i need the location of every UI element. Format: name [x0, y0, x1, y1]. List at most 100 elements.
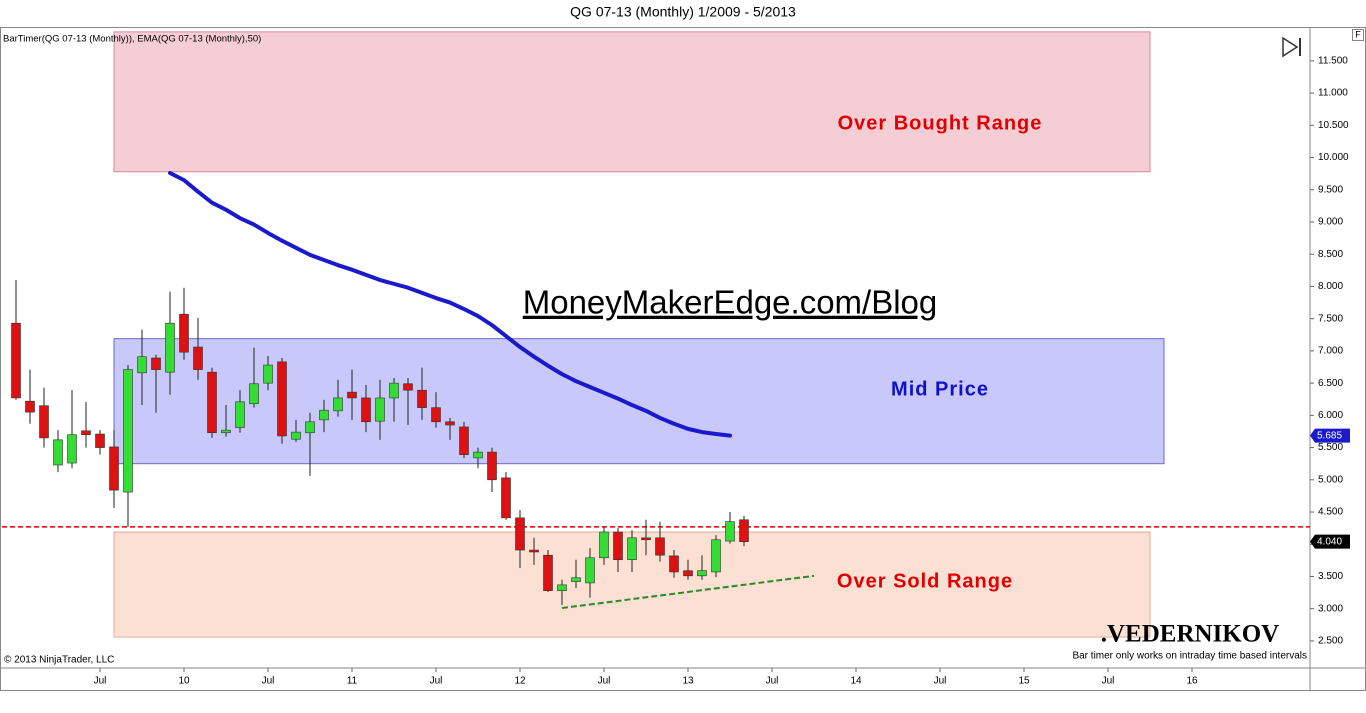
candle-body: [375, 397, 385, 422]
candle-body: [361, 397, 371, 423]
candle-body: [739, 519, 749, 542]
x-tick-label: Jul: [262, 676, 275, 687]
chart-title: QG 07-13 (Monthly) 1/2009 - 5/2013: [570, 4, 796, 20]
candle-body: [207, 371, 217, 434]
candle-body: [725, 521, 735, 542]
plot-layer: 2.5003.0003.5004.0004.5005.0005.5006.000…: [2, 31, 1349, 687]
y-tick-label: 2.500: [1318, 636, 1343, 647]
y-tick-label: 7.500: [1318, 313, 1343, 324]
y-tick-label: 3.000: [1318, 603, 1343, 614]
x-tick-label: Jul: [934, 676, 947, 687]
y-tick-label: 9.000: [1318, 217, 1343, 228]
candle-body: [431, 407, 441, 423]
candle-body: [599, 531, 609, 559]
candle-body: [137, 356, 147, 374]
candle-body: [487, 451, 497, 481]
zone-label: Over Bought Range: [838, 112, 1043, 134]
candle-body: [683, 570, 693, 577]
candle-body: [585, 557, 595, 584]
candle-body: [123, 369, 133, 493]
y-tick-label: 7.000: [1318, 346, 1343, 357]
candle-body: [669, 555, 679, 573]
x-tick-label: 15: [1018, 676, 1030, 687]
y-tick-label: 10.000: [1318, 152, 1349, 163]
x-tick-label: Jul: [598, 676, 611, 687]
indicator-label: BarTimer(QG 07-13 (Monthly)), EMA(QG 07-…: [3, 34, 261, 45]
candle-body: [305, 421, 315, 434]
candle-body: [95, 433, 105, 448]
candle-body: [389, 382, 399, 399]
play-icon[interactable]: [1282, 36, 1299, 58]
candle-body: [347, 391, 357, 399]
candle-body: [613, 531, 623, 561]
candle-body: [711, 539, 721, 573]
candle-body: [529, 549, 539, 553]
candle-body: [333, 397, 343, 412]
candle-body: [109, 446, 119, 491]
candle-body: [459, 426, 469, 455]
price-marker-label: 5.685: [1317, 430, 1342, 441]
candle-body: [81, 430, 91, 435]
corner-label[interactable]: F: [1355, 29, 1361, 39]
y-tick-label: 9.500: [1318, 184, 1343, 195]
trend-line: [561, 574, 815, 610]
ema-line: [168, 171, 732, 438]
candle-body: [655, 537, 665, 556]
x-tick-label: 12: [514, 676, 526, 687]
candle-body: [165, 322, 175, 373]
x-tick-label: 13: [682, 676, 694, 687]
candle-body: [249, 383, 259, 405]
x-tick-label: Jul: [430, 676, 443, 687]
candle-body: [501, 477, 511, 519]
scroll-end-icon[interactable]: [1282, 36, 1301, 58]
x-tick-label: Jul: [1102, 676, 1115, 687]
corner-box[interactable]: [1352, 29, 1364, 41]
candle-body: [319, 409, 329, 421]
candle-body: [403, 383, 413, 391]
signature: .VEDERNIKOV: [1101, 621, 1280, 648]
candle-body: [221, 429, 231, 434]
copyright: © 2013 NinjaTrader, LLC: [4, 655, 114, 666]
candle-body: [557, 584, 567, 591]
candle-body: [291, 431, 301, 440]
candle-body: [151, 357, 161, 370]
candle-body: [515, 517, 525, 551]
candle-body: [277, 361, 287, 437]
price-marker-label: 4.040: [1317, 536, 1342, 547]
candle-body: [53, 439, 63, 466]
candle-body: [67, 434, 77, 464]
candle-body: [627, 537, 637, 561]
candle-body: [641, 537, 651, 541]
candle-body: [473, 451, 483, 459]
y-tick-label: 4.500: [1318, 507, 1343, 518]
y-tick-label: 8.000: [1318, 281, 1343, 292]
candle-body: [11, 322, 21, 399]
x-tick-label: 14: [850, 676, 862, 687]
x-tick-label: Jul: [94, 676, 107, 687]
watermark: MoneyMakerEdge.com/Blog: [523, 284, 938, 321]
candle-body: [571, 577, 581, 582]
y-tick-label: 8.500: [1318, 249, 1343, 260]
y-tick-label: 6.500: [1318, 378, 1343, 389]
candle-body: [179, 313, 189, 353]
candle-body: [263, 364, 273, 384]
candle-body: [697, 570, 707, 577]
y-tick-label: 3.500: [1318, 571, 1343, 582]
candle-body: [417, 389, 427, 408]
x-tick-label: Jul: [766, 676, 779, 687]
y-tick-label: 11.000: [1318, 88, 1348, 99]
candle-body: [25, 400, 35, 413]
candle-body: [445, 421, 455, 426]
y-tick-label: 5.000: [1318, 474, 1343, 485]
y-tick-label: 10.500: [1318, 120, 1349, 131]
x-tick-label: 16: [1186, 676, 1198, 687]
footnote: Bar timer only works on intraday time ba…: [1072, 651, 1307, 662]
y-tick-label: 5.500: [1318, 442, 1343, 453]
x-tick-label: 11: [347, 676, 358, 687]
zone-label: Mid Price: [891, 378, 989, 400]
zone: [113, 338, 1165, 465]
candle-body: [39, 405, 49, 439]
y-tick-label: 6.000: [1318, 410, 1343, 421]
x-tick-label: 10: [178, 676, 190, 687]
